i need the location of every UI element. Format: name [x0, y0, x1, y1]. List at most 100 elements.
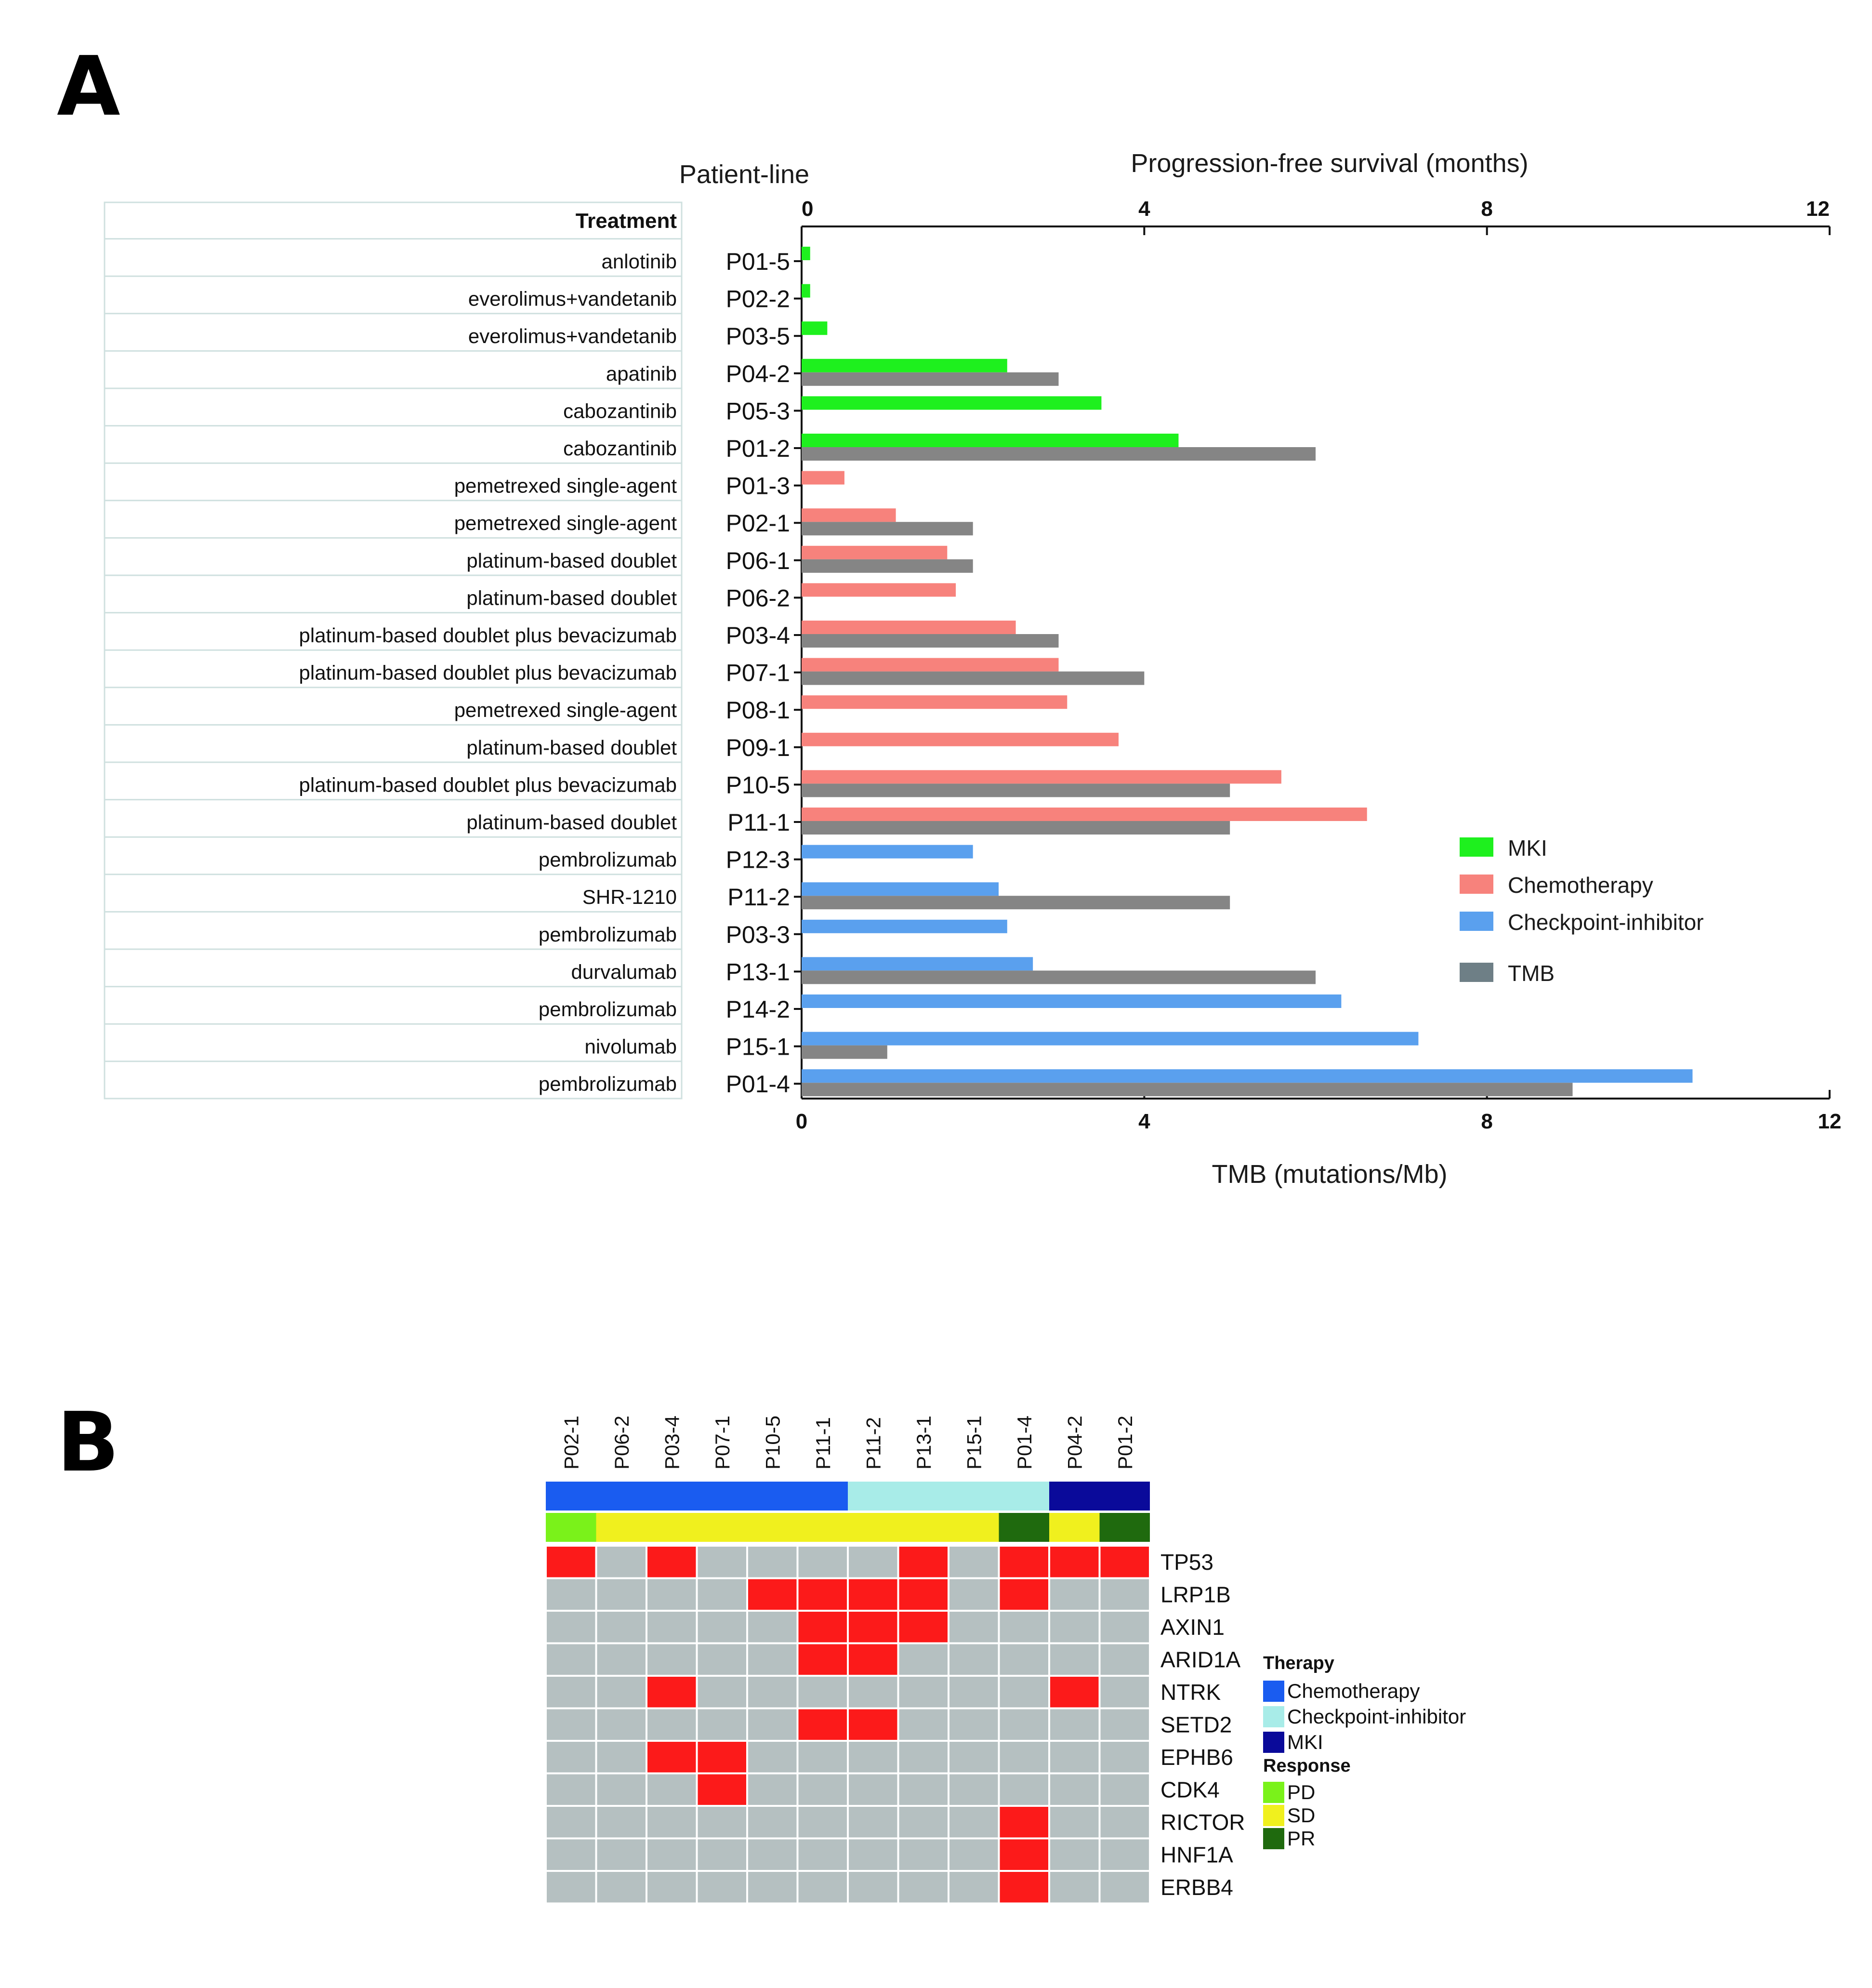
treatment-label: pembrolizumab: [539, 848, 677, 871]
heatmap-cell: [847, 1642, 899, 1677]
heatmap-cell: [595, 1610, 647, 1644]
legend-label: TMB: [1508, 961, 1555, 986]
heatmap-cell: [646, 1870, 698, 1905]
treatment-table-header: Treatment: [576, 209, 677, 233]
heatmap-cell: [948, 1675, 1000, 1710]
treatment-label: platinum-based doublet: [466, 736, 677, 759]
heatmap-cell: [696, 1805, 748, 1840]
heatmap-cell: [746, 1740, 799, 1775]
treatment-label: platinum-based doublet: [466, 586, 677, 609]
heatmap-cell: [545, 1707, 597, 1742]
patient-line-label: P01-3: [726, 473, 790, 500]
gene-label: TP53: [1160, 1550, 1213, 1575]
response-cell: [1049, 1513, 1100, 1542]
patient-line-label: P11-2: [727, 884, 790, 911]
heatmap-cell: [948, 1772, 1000, 1807]
heatmap-cell: [897, 1772, 949, 1807]
legend-therapy-swatch: [1263, 1732, 1284, 1753]
heatmap-cell: [948, 1870, 1000, 1905]
heatmap-cell: [696, 1772, 748, 1807]
pfs-bar: [802, 994, 1342, 1008]
legend-response-swatch: [1263, 1828, 1284, 1849]
legend-therapy-label: Checkpoint-inhibitor: [1287, 1705, 1466, 1728]
heatmap-cell: [948, 1837, 1000, 1872]
heatmap-cell: [998, 1740, 1050, 1775]
heatmap-cell: [948, 1610, 1000, 1644]
heatmap-cell: [897, 1577, 949, 1612]
heatmap-cell: [1098, 1642, 1151, 1677]
heatmap-cell: [998, 1675, 1050, 1710]
mutation-heatmap: P02-1 P06-2 P03-4 P07-1 P10-5 P11-1 P11-2 P13-1…: [545, 1416, 1245, 1905]
top-tick-label: 0: [802, 197, 813, 221]
heatmap-cell: [746, 1707, 799, 1742]
heatmap-cell: [847, 1707, 899, 1742]
column-label: P04-2: [1063, 1416, 1086, 1470]
patient-line-label: P01-2: [726, 435, 790, 462]
treatment-label: pemetrexed single-agent: [454, 699, 677, 721]
column-label: P07-1: [711, 1416, 734, 1470]
response-cell: [1099, 1513, 1150, 1542]
heatmap-cell: [897, 1545, 949, 1579]
pfs-bar: [802, 695, 1068, 709]
patient-line-label: P03-5: [726, 323, 790, 350]
therapy-cell: [546, 1482, 596, 1511]
legend-therapy-label: MKI: [1287, 1731, 1323, 1753]
response-cell: [546, 1513, 596, 1542]
heatmap-cell: [1048, 1870, 1101, 1905]
heatmap-cell: [847, 1772, 899, 1807]
heatmap-cell: [646, 1545, 698, 1579]
heatmap-cell: [847, 1675, 899, 1710]
tmb-bar: [802, 821, 1230, 835]
pfs-bar: [802, 583, 956, 597]
heatmap-cell: [948, 1577, 1000, 1612]
heatmap-cell: [1098, 1610, 1151, 1644]
pfs-bar: [802, 658, 1059, 672]
heatmap-cell: [545, 1675, 597, 1710]
heatmap-cell: [948, 1545, 1000, 1579]
column-label: P06-2: [610, 1416, 633, 1470]
heatmap-cell: [746, 1870, 799, 1905]
tmb-bar: [802, 559, 973, 573]
pfs-bar: [802, 434, 1179, 447]
column-label: P02-1: [560, 1416, 582, 1470]
treatment-label: apatinib: [606, 362, 677, 385]
tmb-bar: [802, 447, 1316, 461]
patient-line-label: P02-1: [726, 510, 790, 537]
heatmap-cell: [847, 1545, 899, 1579]
gene-label: RICTOR: [1160, 1810, 1245, 1835]
heatmap-cell: [646, 1772, 698, 1807]
heatmap-cell: [545, 1545, 597, 1579]
heatmap-cell: [595, 1577, 647, 1612]
heatmap-cell: [1048, 1707, 1101, 1742]
legend-swatch: [1460, 837, 1493, 857]
legend-response-swatch: [1263, 1805, 1284, 1826]
heatmap-cell: [1098, 1577, 1151, 1612]
response-cell: [646, 1513, 697, 1542]
treatment-label: SHR-1210: [582, 886, 677, 908]
heatmap-cell: [545, 1805, 597, 1840]
treatment-label: platinum-based doublet plus bevacizumab: [299, 662, 677, 684]
patient-line-label: P01-4: [726, 1071, 790, 1098]
bottom-axis-title: TMB (mutations/Mb): [1212, 1160, 1447, 1189]
therapy-cell: [646, 1482, 697, 1511]
heatmap-cell: [948, 1805, 1000, 1840]
heatmap-cell: [897, 1642, 949, 1677]
heatmap-cell: [595, 1740, 647, 1775]
panel-b-letter: B: [57, 1395, 119, 1490]
heatmap-cell: [646, 1577, 698, 1612]
gene-label: NTRK: [1160, 1680, 1221, 1705]
heatmap-cell: [696, 1707, 748, 1742]
heatmap-cell: [595, 1837, 647, 1872]
heatmap-cell: [545, 1870, 597, 1905]
top-axis-title: Progression-free survival (months): [1131, 149, 1528, 178]
legend-label: MKI: [1508, 835, 1547, 861]
top-tick-label: 8: [1481, 197, 1492, 221]
heatmap-cell: [796, 1772, 849, 1807]
treatment-label: anlotinib: [602, 250, 677, 273]
heatmap-cell: [1048, 1642, 1101, 1677]
treatment-label: durvalumab: [571, 960, 677, 983]
patient-line-label: P07-1: [726, 660, 790, 687]
heatmap-cell: [998, 1837, 1050, 1872]
heatmap-cell: [1048, 1740, 1101, 1775]
